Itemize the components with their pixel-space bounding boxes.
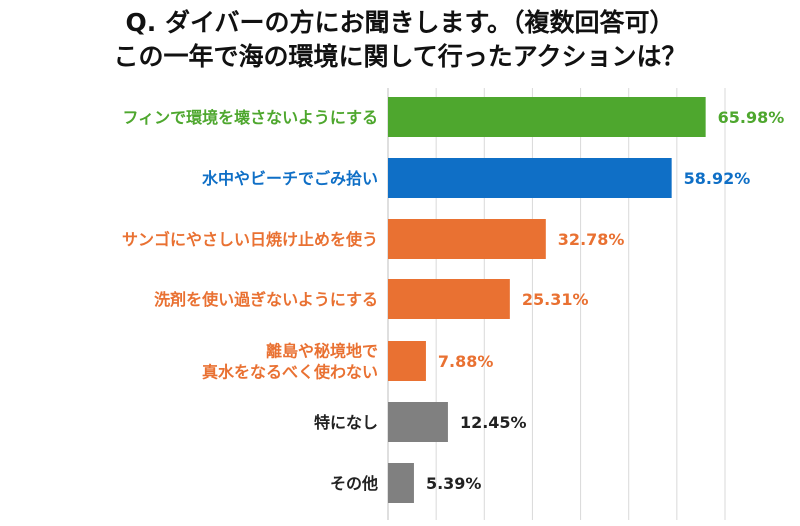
value-label-5: 7.88% [438,352,494,371]
bar-6 [388,402,448,442]
value-label-3: 32.78% [558,230,625,249]
value-label-6: 12.45% [460,413,527,432]
category-label-6: 特になし [314,413,378,432]
bar-1 [388,97,706,137]
bar-7 [388,463,414,503]
value-label-7: 5.39% [426,474,482,493]
value-label-1: 65.98% [718,108,785,127]
bar-2 [388,158,672,198]
category-label-5: 離島や秘境地で真水をなるべく使わない [202,342,378,382]
category-label-1-line-1: フィンで環境を壊さないようにする [122,108,378,127]
value-label-2: 58.92% [684,169,751,188]
category-label-4-line-1: 洗剤を使い過ぎないようにする [154,290,378,309]
value-label-4: 25.31% [522,290,589,309]
category-label-2: 水中やビーチでごみ拾い [202,169,378,188]
bar-4 [388,279,510,319]
chart-title-line-2: この一年で海の環境に関して行ったアクションは？ [113,42,687,71]
chart-title: Q. ダイバーの方にお聞きします。（複数回答可） この一年で海の環境に関して行っ… [0,6,800,74]
category-label-2-line-1: 水中やビーチでごみ拾い [202,169,378,188]
category-label-7-line-1: その他 [330,474,378,493]
category-label-3: サンゴにやさしい日焼け止めを使う [122,230,378,249]
bar-5 [388,341,426,381]
category-label-1: フィンで環境を壊さないようにする [122,108,378,127]
category-label-5-line-1: 離島や秘境地で [266,342,378,361]
chart-title-line-1: Q. ダイバーの方にお聞きします。（複数回答可） [125,8,675,37]
category-label-6-line-1: 特になし [314,413,378,432]
category-label-3-line-1: サンゴにやさしい日焼け止めを使う [122,230,378,249]
bar-3 [388,219,546,259]
category-label-4: 洗剤を使い過ぎないようにする [154,290,378,309]
category-label-7: その他 [330,474,378,493]
category-label-5-line-2: 真水をなるべく使わない [202,363,378,382]
